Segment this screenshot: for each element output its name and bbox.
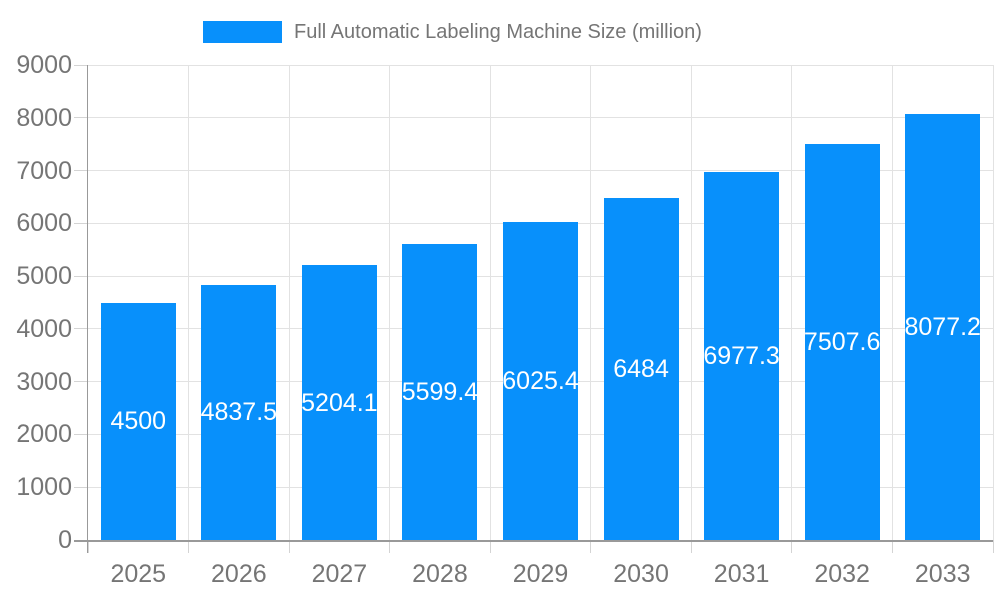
x-axis-line [74,540,993,542]
x-axis-label-2027: 2027 [311,560,368,588]
bar-2033[interactable]: 8077.2 [904,113,981,540]
y-axis-tick [74,64,88,66]
x-axis-label-2030: 2030 [613,560,669,588]
y-axis-tick [74,486,88,488]
bar-value-label: 4837.5 [200,398,278,427]
bar-value-label: 8077.2 [904,312,981,341]
y-axis-label: 1000 [16,473,72,502]
y-axis-tick [74,381,88,383]
x-axis-label-2032: 2032 [814,560,870,588]
bar-value-label: 6484 [613,354,669,383]
x-axis-label-2028: 2028 [412,560,468,588]
bar-2030[interactable]: 6484 [603,197,679,540]
x-axis-label-2031: 2031 [713,560,770,588]
y-axis-label: 9000 [16,51,72,79]
y-axis-label: 2000 [16,420,72,449]
y-axis-tick [74,433,88,435]
grid-line-v [489,65,491,540]
bar-value-label: 5599.4 [401,378,479,407]
x-axis-label-2026: 2026 [211,560,267,588]
bar-2032[interactable]: 7507.6 [803,143,881,540]
y-axis-label: 7000 [16,156,72,185]
legend-label: Full Automatic Labeling Machine Size (mi… [294,20,702,43]
x-axis-tick [590,540,592,553]
y-axis-tick [74,117,88,119]
x-axis-tick [489,540,491,553]
y-axis-label: 8000 [16,103,72,132]
x-axis-tick [288,540,290,553]
x-axis-label-2029: 2029 [512,560,569,588]
grid-line-h [88,64,993,66]
grid-line-v [992,65,994,540]
y-axis-line [86,65,88,553]
y-axis-label: 5000 [16,262,72,291]
bar-2031[interactable]: 6977.3 [703,171,780,540]
grid-line-v [891,65,893,540]
x-axis-tick [791,540,793,553]
y-axis-tick [74,275,88,277]
x-axis-tick [992,540,994,553]
x-axis-tick [389,540,391,553]
bar-value-label: 4500 [110,407,167,436]
y-axis-tick [74,222,88,224]
y-axis-tick [74,170,88,172]
x-axis-tick [87,540,89,553]
grid-line-v [690,65,692,540]
bar-value-label: 6977.3 [703,341,780,370]
bar-value-label: 6025.4 [502,366,579,395]
grid-line-h [88,117,993,119]
x-axis-tick [690,540,692,553]
bar-2026[interactable]: 4837.5 [200,284,278,540]
y-axis-label: 0 [58,526,72,554]
grid-line-v [389,65,391,540]
y-axis-label: 6000 [16,209,72,238]
bar-value-label: 5204.1 [301,388,378,417]
grid-line-v [288,65,290,540]
x-axis-label-2025: 2025 [110,560,167,588]
y-axis-label: 3000 [16,367,72,396]
grid-line-v [791,65,793,540]
grid-line-v [188,65,190,540]
bar-2028[interactable]: 5599.4 [401,244,479,540]
bar-2025[interactable]: 4500 [100,302,176,540]
legend-swatch [203,21,282,43]
legend[interactable]: Full Automatic Labeling Machine Size (mi… [203,21,702,43]
x-axis-label-2033: 2033 [914,560,971,588]
grid-line-v [590,65,592,540]
x-axis-tick [891,540,893,553]
bar-2029[interactable]: 6025.4 [502,221,579,540]
y-axis-label: 4000 [16,314,72,343]
y-axis-tick [74,328,88,330]
grid-line-h [88,170,993,172]
bar-2027[interactable]: 5204.1 [301,265,378,540]
x-axis-tick [188,540,190,553]
bar-value-label: 7507.6 [803,327,881,356]
